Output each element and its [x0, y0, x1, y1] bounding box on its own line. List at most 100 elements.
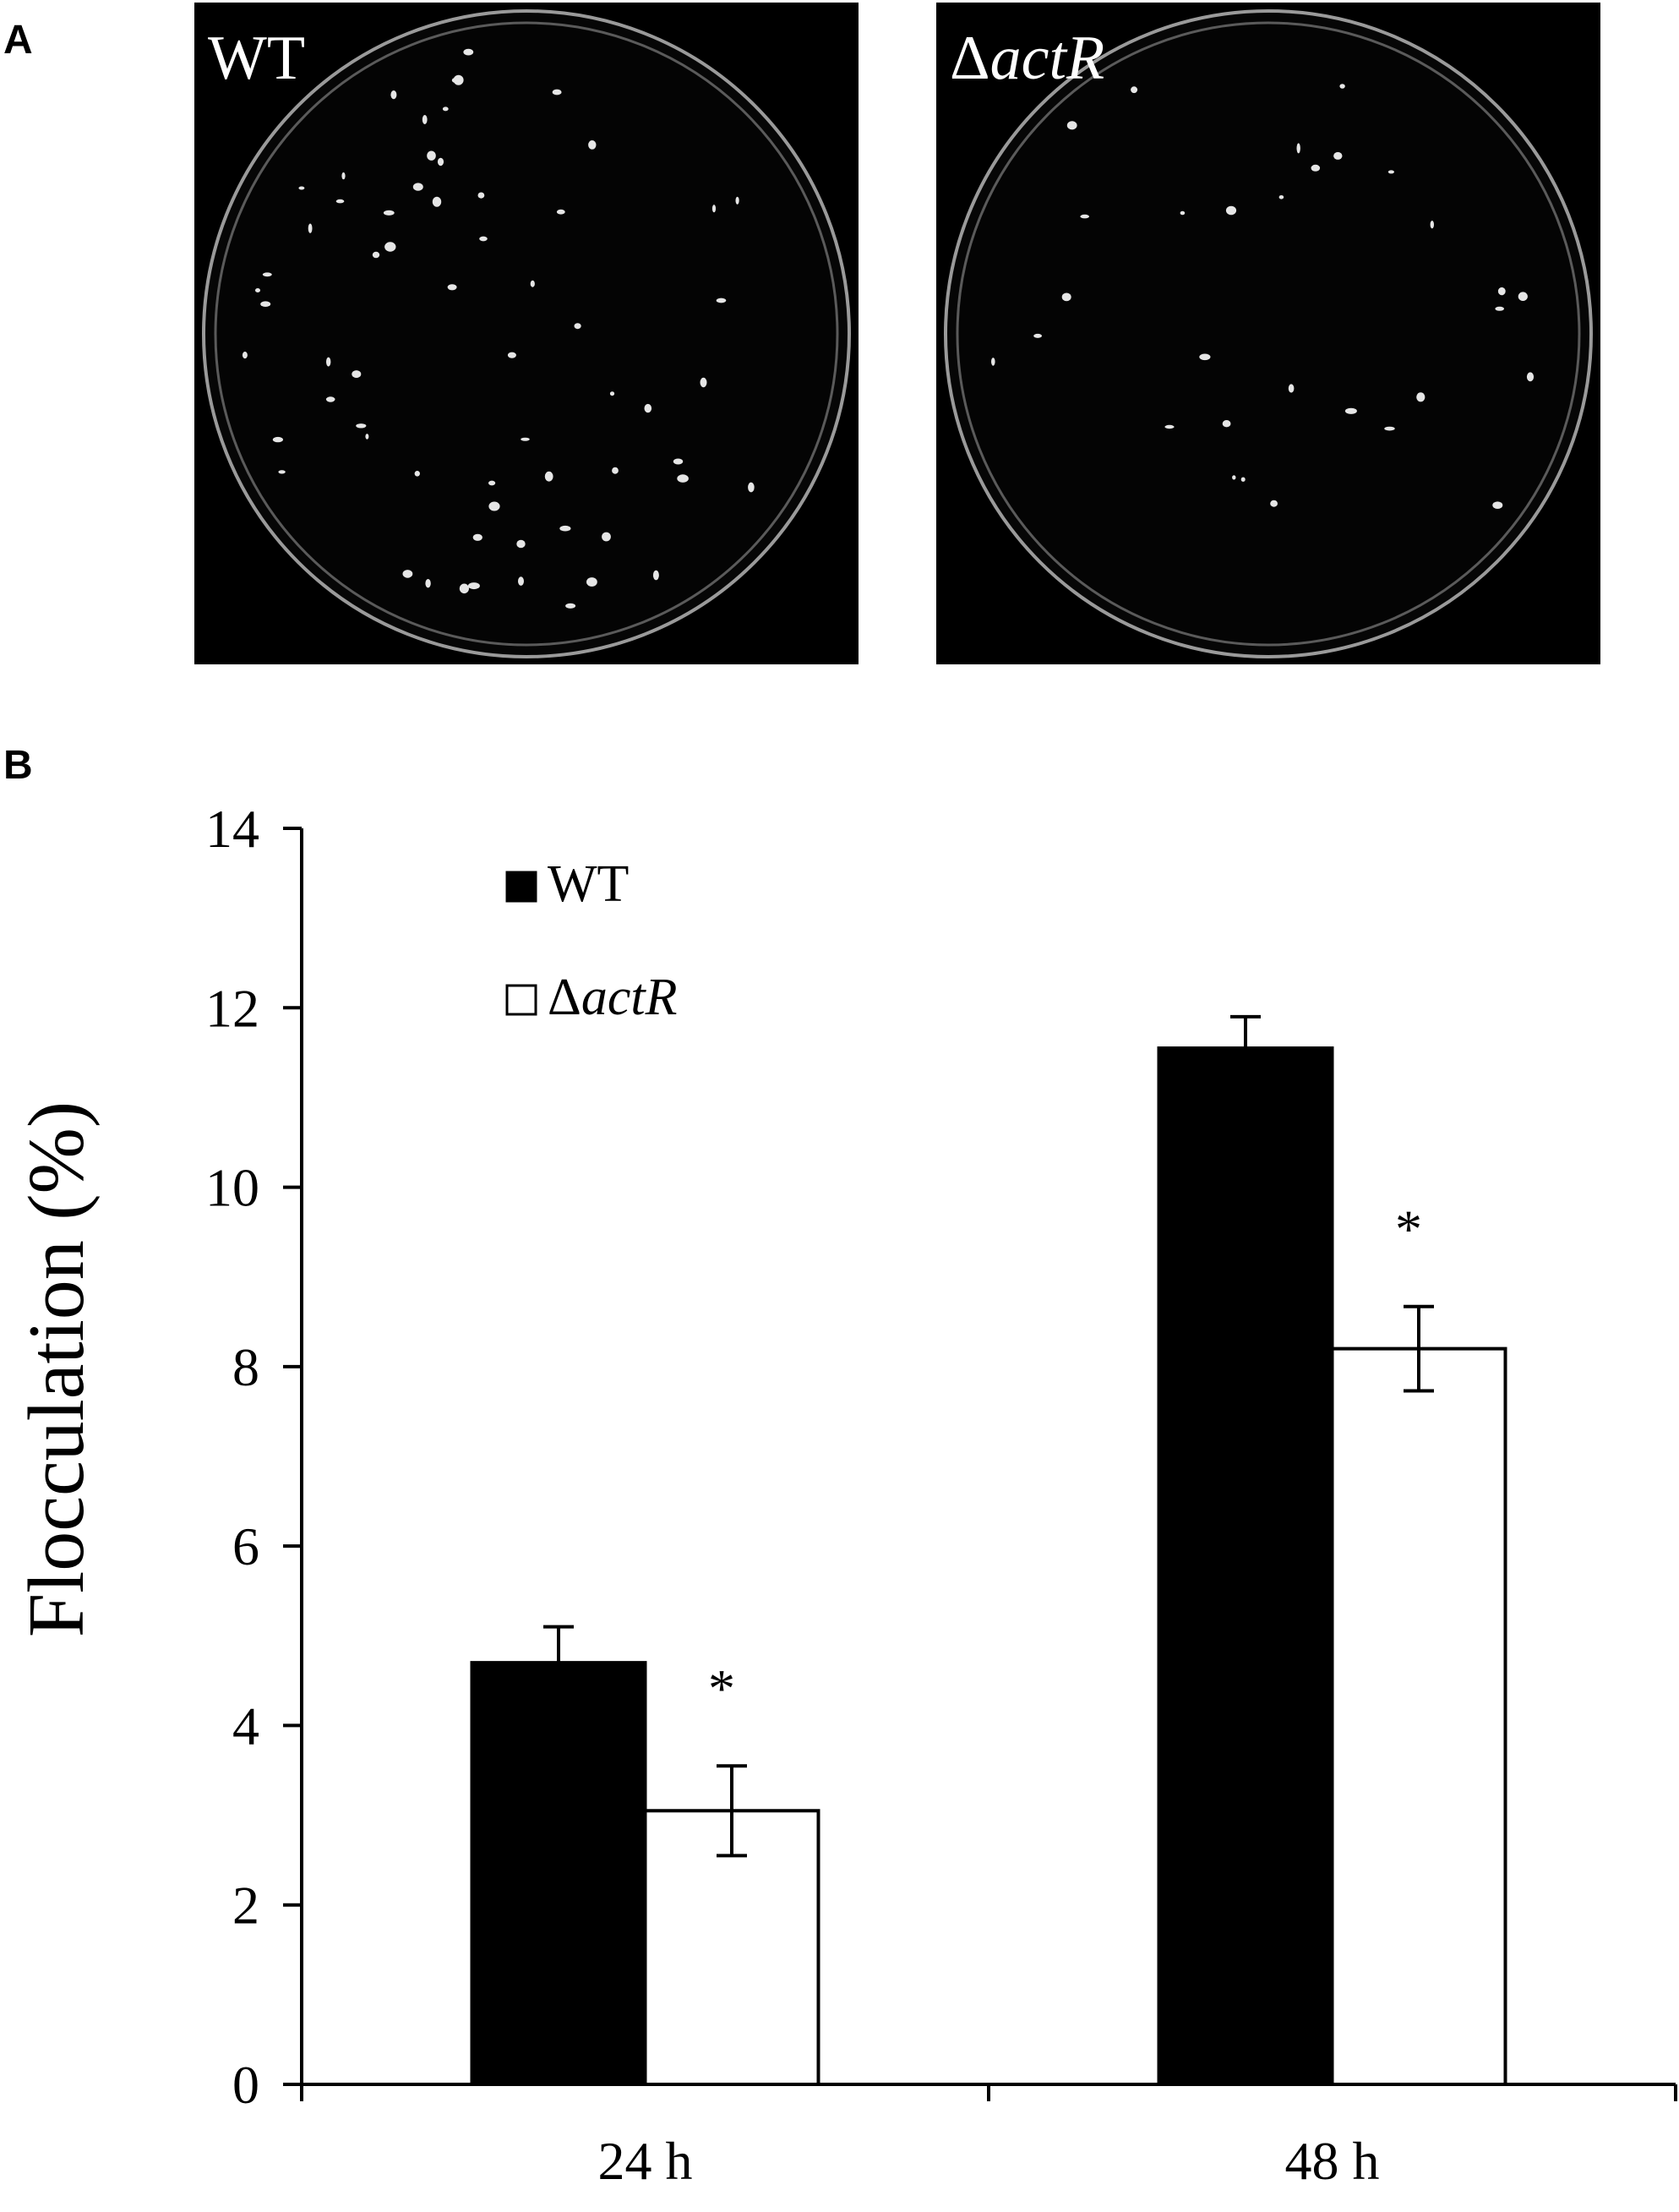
colony-floc [1339, 84, 1345, 89]
colony-floc [1270, 500, 1278, 507]
actr-plate-photo: ΔactR [936, 3, 1600, 664]
y-tick-label: 2 [232, 1876, 259, 1936]
colony-floc [477, 192, 485, 199]
colony-floc [335, 199, 345, 204]
colony-floc [365, 434, 369, 440]
x-category-label: 24 h [598, 2131, 693, 2191]
colony-floc [586, 577, 597, 587]
colony-floc [565, 603, 576, 609]
colony-floc [326, 357, 331, 367]
colony-floc [447, 284, 457, 291]
colony-floc [488, 480, 496, 486]
legend-label-wt: WT [548, 855, 629, 913]
legend-label-actr-prefix: Δ [548, 969, 581, 1026]
colony-floc [1518, 292, 1528, 302]
y-axis-title: Flocculation (%) [13, 1101, 101, 1637]
wt-plate-label: WT [208, 23, 305, 95]
bars [470, 1046, 1507, 2087]
colony-floc [472, 533, 482, 541]
colony-floc [479, 236, 488, 242]
colony-floc [1296, 143, 1300, 154]
petri-dish-wt [202, 9, 851, 658]
colony-floc [1199, 353, 1211, 361]
colony-floc [1131, 86, 1138, 94]
panel-b-letter: B [3, 743, 33, 788]
colony-floc [1164, 424, 1175, 429]
colony-floc [544, 471, 553, 482]
colony-floc [1384, 426, 1395, 431]
colony-floc [612, 467, 619, 474]
colony-floc [1492, 501, 1503, 509]
colony-floc [1066, 121, 1077, 130]
colony-floc [991, 358, 995, 366]
plate-inner-rim [956, 21, 1581, 647]
colony-floc [609, 391, 615, 396]
colony-floc [356, 423, 367, 429]
colony-floc [588, 140, 597, 150]
colony-floc [390, 90, 397, 100]
legend: WT ΔactR [505, 855, 678, 1026]
colony-floc [325, 396, 335, 402]
colony-floc [352, 370, 362, 379]
legend-swatch-wt [505, 871, 537, 903]
colony-floc [1344, 407, 1357, 414]
colony-floc [453, 74, 464, 85]
colony-floc [711, 205, 717, 213]
colony-floc [518, 576, 524, 586]
colony-floc [673, 458, 684, 465]
error-bars: ** [543, 1014, 1434, 1858]
legend-label-actr: ΔactR [548, 969, 678, 1026]
colony-floc [412, 183, 423, 191]
panel-a-letter: A [3, 18, 33, 63]
x-axis-ticks: 24 h 48 h [300, 2084, 1677, 2191]
actr-plate-label: ΔactR [950, 23, 1104, 95]
colony-floc [1180, 210, 1186, 216]
colony-floc [1430, 221, 1434, 229]
y-tick-label: 4 [232, 1696, 259, 1756]
colony-floc [1387, 170, 1394, 174]
y-tick-label: 10 [205, 1158, 259, 1218]
y-axis-ticks: 0 2 4 6 8 10 12 14 [205, 799, 302, 2115]
actr-plate-label-prefix: Δ [950, 24, 990, 93]
x-category-label: 48 h [1285, 2131, 1380, 2191]
colony-floc [1232, 475, 1236, 480]
colony-floc [602, 532, 611, 542]
colony-floc [1333, 151, 1343, 160]
colony-floc [1222, 420, 1231, 428]
colony-floc [1497, 287, 1506, 296]
colony-floc [735, 196, 739, 205]
colony-floc [1278, 195, 1284, 199]
colony-floc [1288, 384, 1295, 393]
colony-floc [260, 301, 271, 308]
colony-floc [1416, 392, 1426, 402]
colony-floc [414, 471, 420, 477]
colony-floc [372, 251, 380, 259]
colony-floc [255, 288, 260, 292]
colony-floc [1225, 205, 1237, 216]
colony-floc [677, 474, 689, 483]
colony-floc [427, 150, 436, 161]
colony-floc [644, 403, 652, 413]
wt-plate-label-text: WT [208, 24, 306, 93]
colony-floc [1240, 477, 1246, 482]
colony-floc [308, 223, 313, 233]
colony-floc [521, 437, 530, 441]
colony-floc [552, 89, 562, 96]
bar-actr-48h [1330, 1346, 1507, 2086]
colony-floc [1061, 292, 1071, 302]
colony-floc [1495, 306, 1504, 311]
colony-floc [530, 280, 535, 287]
colony-floc [459, 583, 469, 594]
y-tick-label: 0 [232, 2055, 259, 2115]
y-tick-label: 12 [205, 978, 259, 1038]
colony-floc [1526, 372, 1535, 382]
colony-floc [437, 157, 444, 167]
significance-star: * [1395, 1199, 1422, 1259]
colony-floc [262, 272, 272, 277]
colony-floc [1033, 333, 1042, 338]
y-tick-label: 6 [232, 1516, 259, 1576]
colony-floc [463, 48, 474, 56]
bar-wt-48h [1157, 1046, 1334, 2086]
colony-floc [272, 436, 283, 443]
